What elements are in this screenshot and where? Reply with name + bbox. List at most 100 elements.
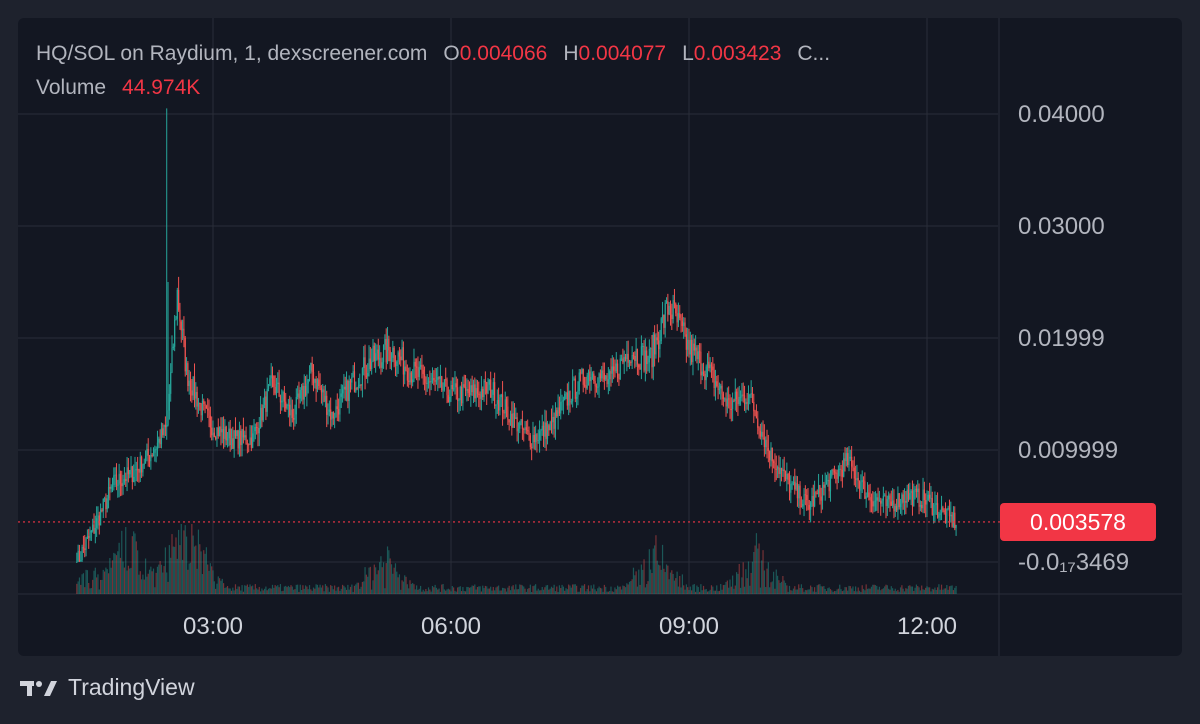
candle-body <box>917 488 919 493</box>
volume-bar <box>564 590 566 594</box>
candle-body <box>696 347 698 360</box>
volume-bar <box>125 527 127 594</box>
volume-bar <box>544 587 546 594</box>
candle-body <box>918 488 920 507</box>
volume-bar <box>230 590 233 594</box>
volume-bar <box>705 588 707 594</box>
volume-bar <box>171 534 173 594</box>
volume-bar <box>736 572 738 594</box>
candle-body <box>135 469 137 471</box>
candle-body <box>423 374 426 378</box>
volume-bar <box>725 581 727 594</box>
volume-bar <box>343 585 345 594</box>
volume-bar <box>599 587 602 594</box>
candle-body <box>683 322 685 326</box>
chart-panel[interactable]: 0.04000 0.03000 0.01999 0.009999 -0.0₁₇3469 0… <box>18 18 1182 656</box>
volume-bar <box>919 590 921 594</box>
volume-bar <box>200 551 202 594</box>
candle-body <box>540 430 542 432</box>
candle-body <box>451 385 453 390</box>
volume-bar <box>222 583 225 594</box>
volume-bar <box>458 586 460 594</box>
candle-body <box>266 388 268 412</box>
candle-body <box>457 387 459 401</box>
candle-body <box>322 389 324 393</box>
volume-bar <box>868 588 870 594</box>
volume-bar <box>361 581 364 594</box>
candle-body <box>238 430 241 449</box>
candle-body <box>105 498 107 510</box>
volume-bar <box>726 580 728 594</box>
volume-bar <box>749 585 751 594</box>
volume-bar <box>129 568 131 594</box>
candle-body <box>552 416 554 423</box>
volume-bar <box>389 558 391 594</box>
volume-bar <box>221 578 223 594</box>
candle-body <box>308 370 311 380</box>
candle-body <box>466 389 468 391</box>
volume-bar <box>861 585 863 594</box>
chart-canvas[interactable]: 0.04000 0.03000 0.01999 0.009999 -0.0₁₇3469 0… <box>18 18 1182 656</box>
candle-body <box>697 351 699 360</box>
volume-bar <box>696 585 698 594</box>
candle-body <box>819 484 821 497</box>
candle-body <box>921 504 923 509</box>
candle-body <box>250 437 252 448</box>
symbol-title[interactable]: HQ/SOL on Raydium, 1, dexscreener.com <box>36 42 428 65</box>
volume-bar <box>769 587 771 594</box>
volume-bar <box>115 555 118 594</box>
candle-body <box>905 500 907 503</box>
volume-bar <box>496 586 498 594</box>
candle-body <box>334 417 336 419</box>
candle-body <box>245 435 247 444</box>
candle-body <box>310 362 312 371</box>
candle-body <box>628 362 631 364</box>
volume-bar <box>558 585 561 594</box>
volume-bar <box>503 588 505 594</box>
candle-body <box>597 386 599 388</box>
candle-body <box>669 305 672 315</box>
candle-body <box>189 380 192 391</box>
candle-body <box>741 394 743 397</box>
candle-body <box>179 309 181 322</box>
candle-body <box>372 345 374 362</box>
candle-body <box>668 305 670 315</box>
candle-body <box>193 376 196 399</box>
candle-body <box>652 334 654 368</box>
candle-body <box>800 506 802 508</box>
volume-bar <box>164 547 166 594</box>
volume-bar <box>266 590 268 594</box>
volume-bar <box>434 584 436 594</box>
volume-bar <box>462 587 464 594</box>
volume-bar <box>279 584 282 594</box>
volume-bar <box>90 588 92 594</box>
candle-body <box>253 431 255 434</box>
candle-body <box>687 339 689 350</box>
candle-body <box>297 393 299 397</box>
candle-body <box>221 429 223 433</box>
candle-body <box>820 496 822 501</box>
volume-bar <box>501 587 504 594</box>
candle-body <box>915 488 918 493</box>
volume-bar <box>611 591 613 594</box>
candle-body <box>480 388 483 399</box>
candle-body <box>528 431 530 436</box>
volume-bar <box>386 546 389 594</box>
volume-bar <box>224 587 226 594</box>
volume-bar <box>778 580 780 594</box>
candle-body <box>94 527 96 534</box>
candle-body <box>824 484 826 488</box>
volume-bar <box>771 581 773 594</box>
candle-body <box>330 409 332 420</box>
candle-body <box>119 473 122 484</box>
candle-body <box>565 392 567 394</box>
volume-bar <box>442 584 444 594</box>
candle-body <box>184 337 186 372</box>
candle-body <box>199 402 201 404</box>
candle-body <box>876 497 878 501</box>
candle-body <box>393 347 395 362</box>
volume-bar <box>598 586 600 594</box>
tradingview-brand[interactable]: TradingView <box>68 674 195 700</box>
candle-body <box>154 449 156 453</box>
volume-bar <box>664 572 666 594</box>
